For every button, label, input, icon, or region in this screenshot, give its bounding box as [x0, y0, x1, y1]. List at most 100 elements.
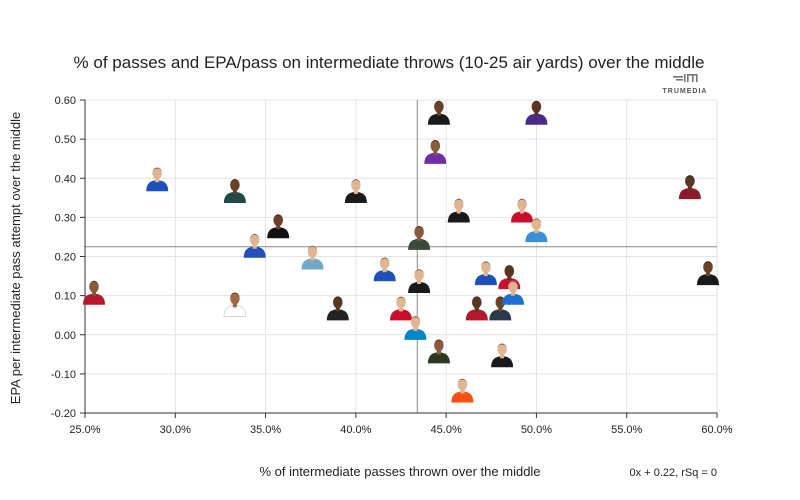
- x-axis-ticks: 25.0% 30.0% 35.0% 40.0% 45.0% 50.0% 55.0% 60.0%: [69, 413, 733, 436]
- player-head: [531, 218, 542, 231]
- player-neck: [433, 150, 438, 155]
- player-point: [267, 214, 290, 239]
- trumedia-logo: TRUMEDIA: [663, 74, 706, 95]
- y-tick-label: 0.00: [55, 330, 76, 342]
- gridlines: [84, 99, 718, 414]
- player-jersey: [83, 293, 105, 305]
- player-jersey: [404, 328, 427, 340]
- y-axis-ticks: 0.60 0.50 0.40 0.30 0.20 0.10 0.00 -0.10 -0.20: [51, 95, 85, 420]
- player-head: [495, 296, 506, 309]
- player-jersey: [243, 246, 266, 258]
- y-tick-label: 0.40: [55, 173, 76, 185]
- player-head: [152, 167, 162, 180]
- player-point: [474, 261, 497, 286]
- player-point: [491, 343, 514, 368]
- player-point: [390, 296, 412, 321]
- player-neck: [382, 268, 387, 273]
- player-neck: [232, 303, 237, 308]
- player-point: [373, 257, 396, 282]
- player-head: [504, 265, 515, 278]
- player-jersey: [424, 152, 447, 164]
- player-head: [472, 296, 482, 309]
- player-neck: [417, 236, 422, 241]
- player-head: [508, 280, 518, 293]
- y-tick-label: -0.20: [51, 408, 76, 420]
- player-jersey: [447, 211, 470, 223]
- player-neck: [474, 307, 479, 312]
- player-points: [83, 100, 719, 403]
- player-jersey: [146, 180, 169, 192]
- player-neck: [687, 186, 692, 191]
- player-point: [427, 100, 450, 125]
- reference-lines: [85, 100, 717, 413]
- player-point: [344, 179, 367, 203]
- player-point: [146, 167, 169, 192]
- player-point: [502, 280, 524, 305]
- player-jersey: [223, 192, 246, 203]
- player-head: [517, 198, 527, 211]
- player-point: [697, 261, 719, 286]
- player-head: [351, 179, 361, 191]
- player-neck: [417, 280, 422, 284]
- player-neck: [483, 272, 488, 277]
- y-tick-label: 0.60: [55, 95, 76, 107]
- player-point: [424, 139, 447, 164]
- player-neck: [456, 209, 461, 214]
- player-head: [481, 261, 491, 274]
- player-neck: [413, 326, 418, 331]
- player-point: [408, 225, 431, 250]
- player-point: [223, 292, 247, 317]
- player-neck: [498, 307, 503, 312]
- player-neck: [436, 111, 441, 116]
- player-neck: [500, 354, 505, 359]
- player-neck: [335, 307, 340, 312]
- player-point: [451, 378, 474, 403]
- player-neck: [706, 272, 710, 277]
- player-jersey: [301, 258, 324, 270]
- x-tick-label: 50.0%: [521, 424, 552, 436]
- player-head: [497, 343, 507, 356]
- y-tick-label: 0.50: [55, 134, 76, 146]
- player-head: [414, 225, 424, 238]
- player-head: [273, 214, 283, 227]
- player-neck: [436, 350, 441, 355]
- player-jersey: [465, 309, 488, 321]
- player-head: [379, 257, 390, 270]
- player-neck: [276, 225, 281, 230]
- player-head: [457, 378, 468, 391]
- player-jersey: [511, 211, 533, 223]
- player-head: [230, 179, 240, 191]
- player-head: [410, 315, 421, 328]
- fit-equation: 0x + 0.22, rSq = 0: [630, 467, 717, 479]
- player-jersey: [408, 238, 431, 250]
- player-jersey: [525, 231, 548, 243]
- player-jersey: [697, 274, 719, 286]
- player-jersey: [451, 391, 474, 403]
- y-tick-label: -0.10: [51, 369, 76, 381]
- player-point: [525, 100, 548, 125]
- player-neck: [534, 111, 539, 116]
- player-jersey: [427, 113, 450, 125]
- x-tick-label: 25.0%: [69, 424, 100, 436]
- player-head: [454, 198, 464, 211]
- chart-title: % of passes and EPA/pass on intermediate…: [74, 53, 705, 72]
- player-point: [427, 339, 450, 364]
- player-neck: [155, 178, 160, 183]
- player-point: [223, 179, 246, 203]
- player-neck: [460, 389, 465, 394]
- x-tick-label: 60.0%: [701, 424, 732, 436]
- player-point: [489, 296, 512, 321]
- player-neck: [232, 190, 237, 194]
- player-point: [404, 315, 427, 340]
- player-point: [678, 175, 701, 200]
- player-jersey: [525, 113, 548, 125]
- player-neck: [534, 229, 539, 234]
- x-axis-label: % of intermediate passes thrown over the…: [259, 464, 540, 479]
- player-point: [408, 269, 431, 293]
- player-point: [301, 245, 324, 270]
- player-head: [89, 280, 99, 293]
- player-jersey: [678, 188, 701, 200]
- player-jersey: [502, 293, 524, 305]
- player-point: [465, 296, 488, 321]
